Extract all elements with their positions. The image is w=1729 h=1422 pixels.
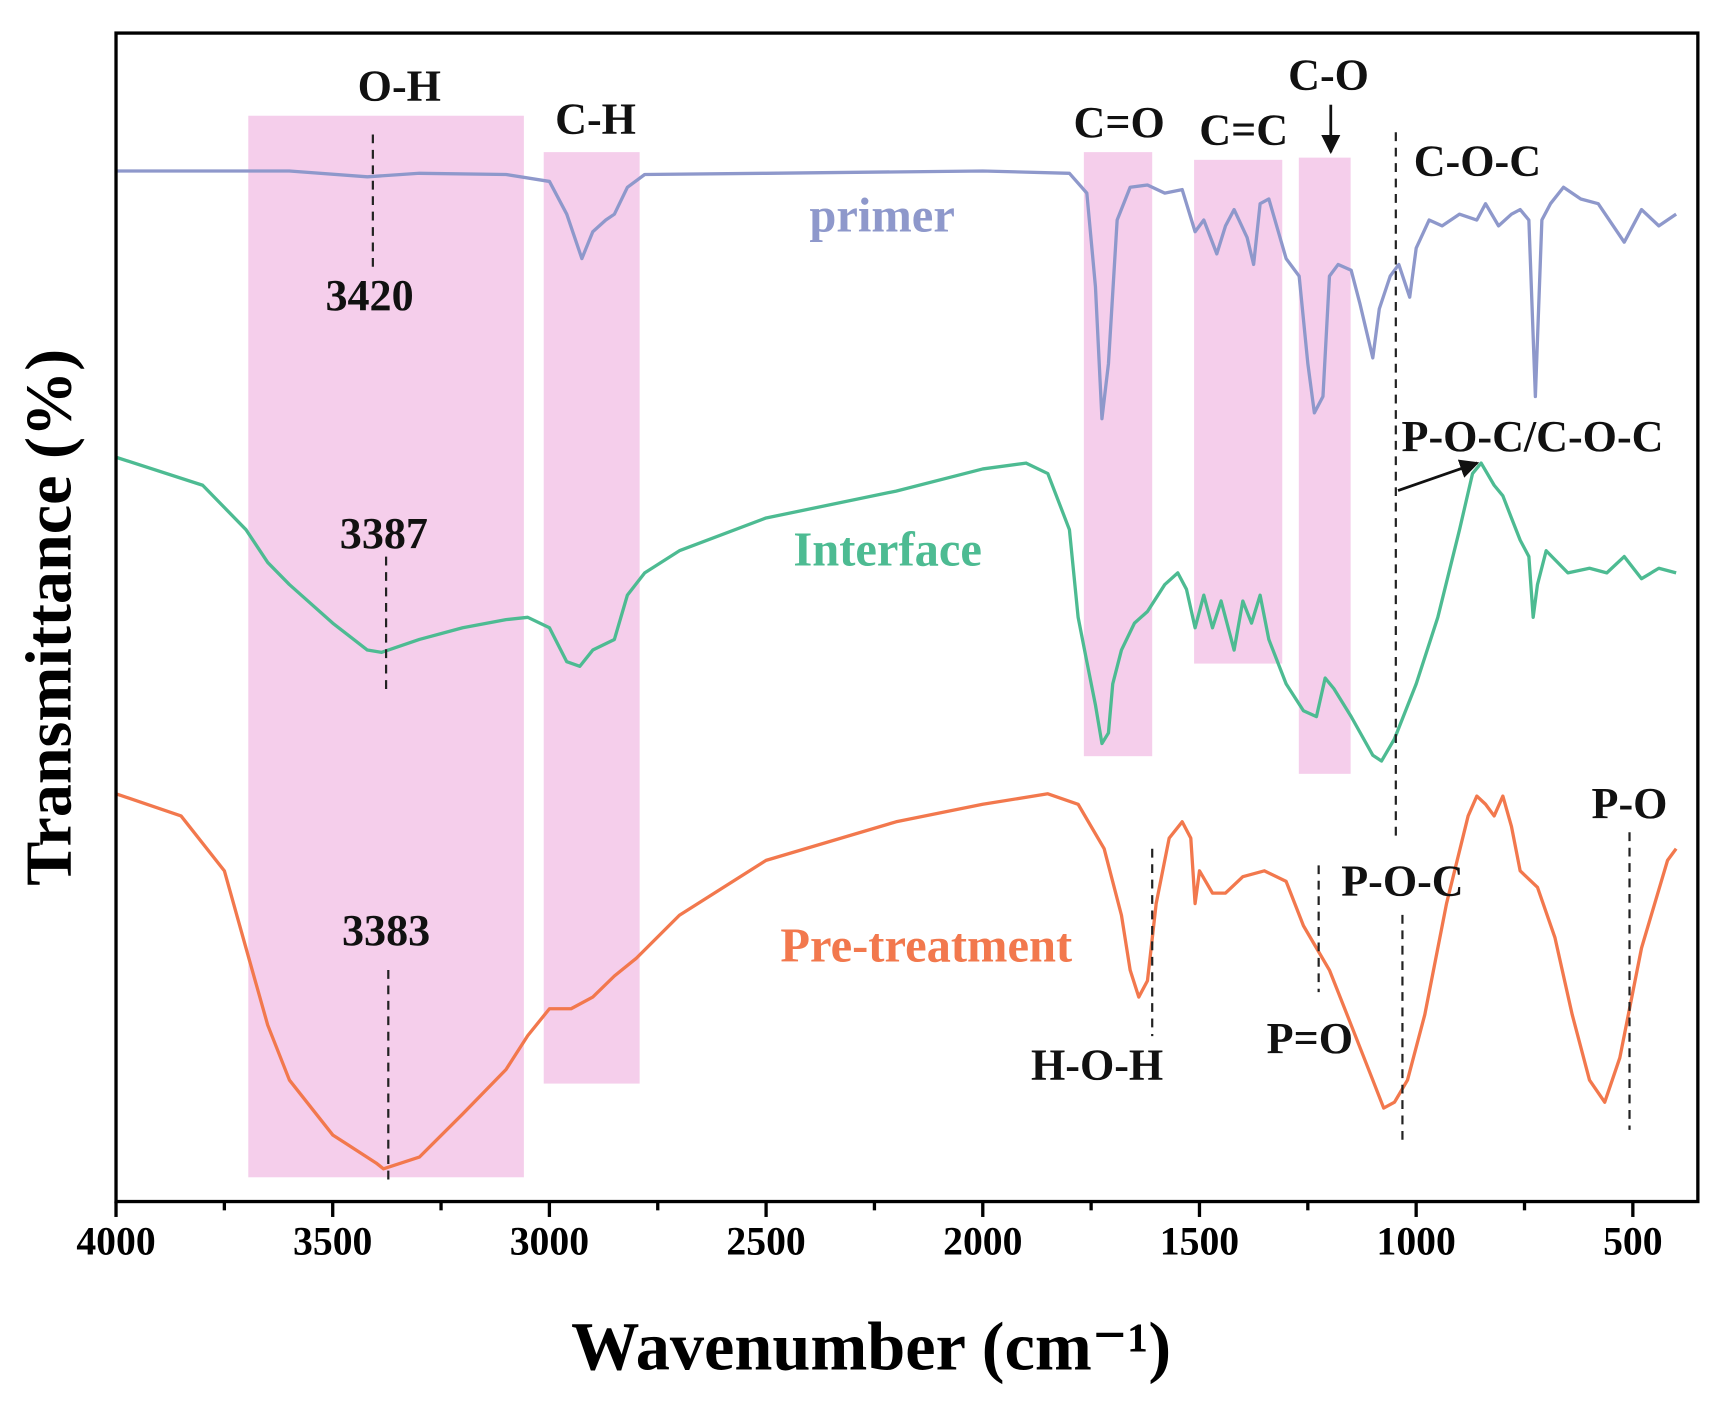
annotation: C-O bbox=[1288, 50, 1369, 99]
x-tick-label: 500 bbox=[1603, 1220, 1663, 1264]
x-tick-label: 3000 bbox=[510, 1220, 589, 1264]
annotation: P-O bbox=[1592, 779, 1668, 828]
series-label: primer bbox=[809, 190, 954, 243]
annotation: P-O-C/C-O-C bbox=[1402, 412, 1664, 461]
x-tick-label: 1000 bbox=[1376, 1220, 1455, 1264]
annotation: 3387 bbox=[340, 509, 428, 558]
band-cc bbox=[1194, 159, 1283, 664]
annotation: H-O-H bbox=[1031, 1040, 1163, 1089]
band-ch bbox=[543, 152, 640, 1084]
annotations: O-H C-H C=O C=C C-O C-O-C 3420 3387 P-O-… bbox=[325, 50, 1667, 1089]
x-tick-label: 2500 bbox=[726, 1220, 805, 1264]
arrow bbox=[1397, 459, 1480, 492]
annotation: C=O bbox=[1074, 98, 1165, 147]
series-line bbox=[115, 792, 1678, 1171]
annotation: 3420 bbox=[325, 271, 413, 320]
series-lines bbox=[115, 169, 1678, 1171]
x-tick-label: 1500 bbox=[1160, 1220, 1239, 1264]
band-co bbox=[1298, 157, 1351, 774]
annotation: P=O bbox=[1267, 1014, 1353, 1063]
series-label: Pre-treatment bbox=[780, 919, 1072, 972]
annotation: C-O-C bbox=[1414, 136, 1541, 185]
band-co-double bbox=[1083, 152, 1153, 757]
series-label: Interface bbox=[793, 524, 982, 577]
series-line bbox=[116, 169, 1678, 421]
annotation: O-H bbox=[358, 62, 441, 111]
x-tick-label: 4000 bbox=[76, 1220, 155, 1264]
highlight-bands bbox=[248, 115, 1351, 1178]
plot-frame bbox=[114, 31, 1700, 1204]
x-tick-label: 2000 bbox=[943, 1220, 1022, 1264]
series-line bbox=[115, 455, 1677, 763]
band-oh bbox=[248, 115, 524, 1178]
annotation: P-O-C bbox=[1341, 856, 1463, 905]
x-tick-label: 3500 bbox=[293, 1220, 372, 1264]
y-axis-label: Transmittance (%) bbox=[13, 349, 86, 886]
annotation: 3383 bbox=[342, 906, 430, 955]
annotation: C=C bbox=[1199, 106, 1288, 155]
annotation: C-H bbox=[555, 95, 636, 144]
x-axis-label: Wavenumber (cm⁻¹) bbox=[571, 1308, 1171, 1384]
guide-lines bbox=[371, 104, 1631, 1185]
